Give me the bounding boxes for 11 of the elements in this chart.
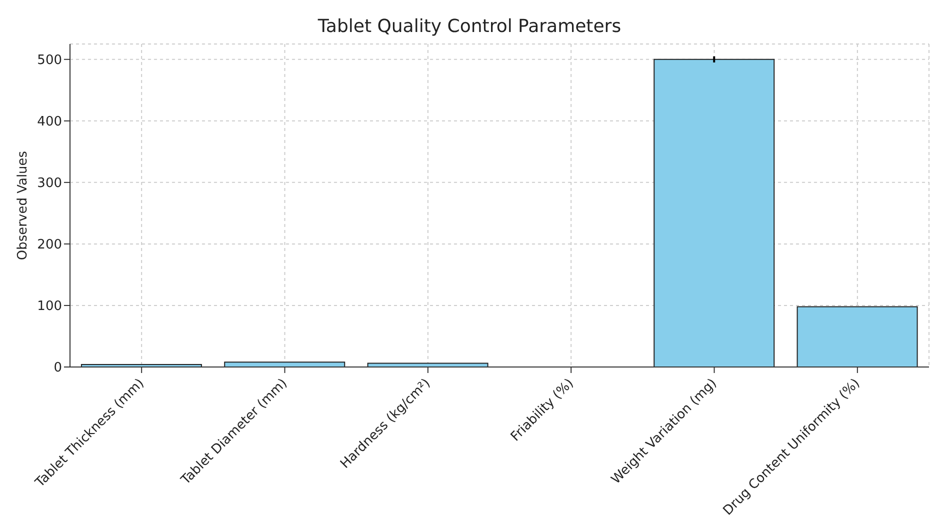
bar — [224, 362, 346, 367]
y-tick-label: 200 — [37, 238, 62, 253]
y-tick-label: 0 — [54, 360, 62, 376]
chart-title: Tablet Quality Control Parameters — [316, 16, 622, 37]
y-tick-label: 300 — [37, 176, 62, 192]
y-tick-label: 500 — [37, 52, 62, 68]
bar — [654, 58, 775, 367]
bar — [796, 306, 918, 367]
y-tick-label: 400 — [37, 114, 62, 130]
y-tick-label: 100 — [37, 299, 62, 314]
y-axis-title: Observed Values — [16, 150, 31, 260]
